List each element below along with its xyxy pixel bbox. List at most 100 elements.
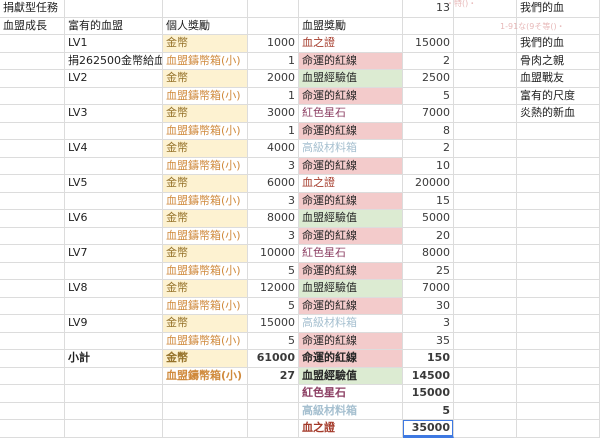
cell-G8[interactable] <box>454 122 517 141</box>
cell-A13[interactable] <box>0 210 65 228</box>
cell-B19[interactable]: LV9 <box>65 315 163 333</box>
cell-H18[interactable] <box>517 297 600 316</box>
cell-C14[interactable]: 血盟鑄幣箱(小) <box>163 227 248 246</box>
cell-G21[interactable] <box>454 350 517 368</box>
cell-D4[interactable]: 1 <box>248 52 299 71</box>
cell-G6[interactable] <box>454 87 517 106</box>
cell-E11[interactable]: 血之證 <box>299 175 403 193</box>
cell-C16[interactable]: 血盟鑄幣箱(小) <box>163 262 248 281</box>
cell-A20[interactable] <box>0 332 65 351</box>
cell-D12[interactable]: 3 <box>248 192 299 211</box>
cell-F2[interactable] <box>403 17 454 36</box>
cell-F8[interactable]: 8 <box>403 122 454 141</box>
cell-C24[interactable] <box>163 402 248 421</box>
cell-A25[interactable] <box>0 420 65 438</box>
cell-C3[interactable]: 金幣 <box>163 35 248 53</box>
cell-E5[interactable]: 血盟經驗值 <box>299 70 403 88</box>
cell-D23[interactable] <box>248 385 299 403</box>
cell-D2[interactable] <box>248 17 299 36</box>
cell-F13[interactable]: 5000 <box>403 210 454 228</box>
cell-D1[interactable] <box>248 0 299 18</box>
cell-A1[interactable]: 捐獻型任務 <box>0 0 65 18</box>
cell-F16[interactable]: 25 <box>403 262 454 281</box>
cell-A6[interactable] <box>0 87 65 106</box>
cell-F19[interactable]: 3 <box>403 315 454 333</box>
cell-B6[interactable] <box>65 87 163 106</box>
cell-E2[interactable]: 血盟獎勵 <box>299 17 403 36</box>
cell-H23[interactable] <box>517 385 600 403</box>
cell-E15[interactable]: 紅色星石 <box>299 245 403 263</box>
cell-D17[interactable]: 12000 <box>248 280 299 298</box>
cell-A8[interactable] <box>0 122 65 141</box>
cell-C8[interactable]: 血盟鑄幣箱(小) <box>163 122 248 141</box>
cell-D21[interactable]: 61000 <box>248 350 299 368</box>
cell-A15[interactable] <box>0 245 65 263</box>
cell-D24[interactable] <box>248 402 299 421</box>
cell-A10[interactable] <box>0 157 65 176</box>
cell-E13[interactable]: 血盟經驗值 <box>299 210 403 228</box>
cell-G18[interactable] <box>454 297 517 316</box>
cell-D14[interactable]: 3 <box>248 227 299 246</box>
cell-D7[interactable]: 3000 <box>248 105 299 123</box>
cell-G2[interactable] <box>454 17 517 36</box>
cell-D16[interactable]: 5 <box>248 262 299 281</box>
cell-D13[interactable]: 8000 <box>248 210 299 228</box>
cell-G20[interactable] <box>454 332 517 351</box>
cell-E24[interactable]: 高級材料箱 <box>299 402 403 421</box>
cell-E10[interactable]: 命運的紅線 <box>299 157 403 176</box>
cell-B13[interactable]: LV6 <box>65 210 163 228</box>
cell-F12[interactable]: 15 <box>403 192 454 211</box>
cell-G17[interactable] <box>454 280 517 298</box>
cell-A4[interactable] <box>0 52 65 71</box>
cell-H9[interactable] <box>517 140 600 158</box>
cell-H21[interactable] <box>517 350 600 368</box>
cell-B12[interactable] <box>65 192 163 211</box>
cell-B23[interactable] <box>65 385 163 403</box>
cell-C1[interactable] <box>163 0 248 18</box>
cell-B3[interactable]: LV1 <box>65 35 163 53</box>
cell-H1[interactable]: 我們的血 <box>517 0 600 18</box>
cell-B14[interactable] <box>65 227 163 246</box>
cell-D6[interactable]: 1 <box>248 87 299 106</box>
cell-B22[interactable] <box>65 367 163 386</box>
cell-C18[interactable]: 血盟鑄幣箱(小) <box>163 297 248 316</box>
cell-B18[interactable] <box>65 297 163 316</box>
cell-E9[interactable]: 高級材料箱 <box>299 140 403 158</box>
cell-H14[interactable] <box>517 227 600 246</box>
cell-F23[interactable]: 15000 <box>403 385 454 403</box>
cell-E8[interactable]: 命運的紅線 <box>299 122 403 141</box>
cell-D11[interactable]: 6000 <box>248 175 299 193</box>
cell-F4[interactable]: 2 <box>403 52 454 71</box>
cell-G11[interactable] <box>454 175 517 193</box>
cell-A16[interactable] <box>0 262 65 281</box>
cell-A12[interactable] <box>0 192 65 211</box>
cell-G15[interactable] <box>454 245 517 263</box>
cell-A17[interactable] <box>0 280 65 298</box>
cell-B24[interactable] <box>65 402 163 421</box>
cell-H12[interactable] <box>517 192 600 211</box>
cell-C7[interactable]: 金幣 <box>163 105 248 123</box>
cell-D20[interactable]: 5 <box>248 332 299 351</box>
cell-G10[interactable] <box>454 157 517 176</box>
cell-G25[interactable] <box>454 420 517 438</box>
cell-C11[interactable]: 金幣 <box>163 175 248 193</box>
cell-E3[interactable]: 血之證 <box>299 35 403 53</box>
cell-C4[interactable]: 血盟鑄幣箱(小) <box>163 52 248 71</box>
cell-B2[interactable]: 富有的血盟 <box>65 17 163 36</box>
cell-E19[interactable]: 高級材料箱 <box>299 315 403 333</box>
cell-A14[interactable] <box>0 227 65 246</box>
cell-A3[interactable] <box>0 35 65 53</box>
cell-D10[interactable]: 3 <box>248 157 299 176</box>
cell-E4[interactable]: 命運的紅線 <box>299 52 403 71</box>
cell-D25[interactable] <box>248 420 299 438</box>
cell-H15[interactable] <box>517 245 600 263</box>
cell-E6[interactable]: 命運的紅線 <box>299 87 403 106</box>
cell-H16[interactable] <box>517 262 600 281</box>
cell-A23[interactable] <box>0 385 65 403</box>
cell-H5[interactable]: 血盟戰友 <box>517 70 600 88</box>
cell-E14[interactable]: 命運的紅線 <box>299 227 403 246</box>
cell-B16[interactable] <box>65 262 163 281</box>
cell-F18[interactable]: 30 <box>403 297 454 316</box>
cell-H11[interactable] <box>517 175 600 193</box>
cell-B20[interactable] <box>65 332 163 351</box>
